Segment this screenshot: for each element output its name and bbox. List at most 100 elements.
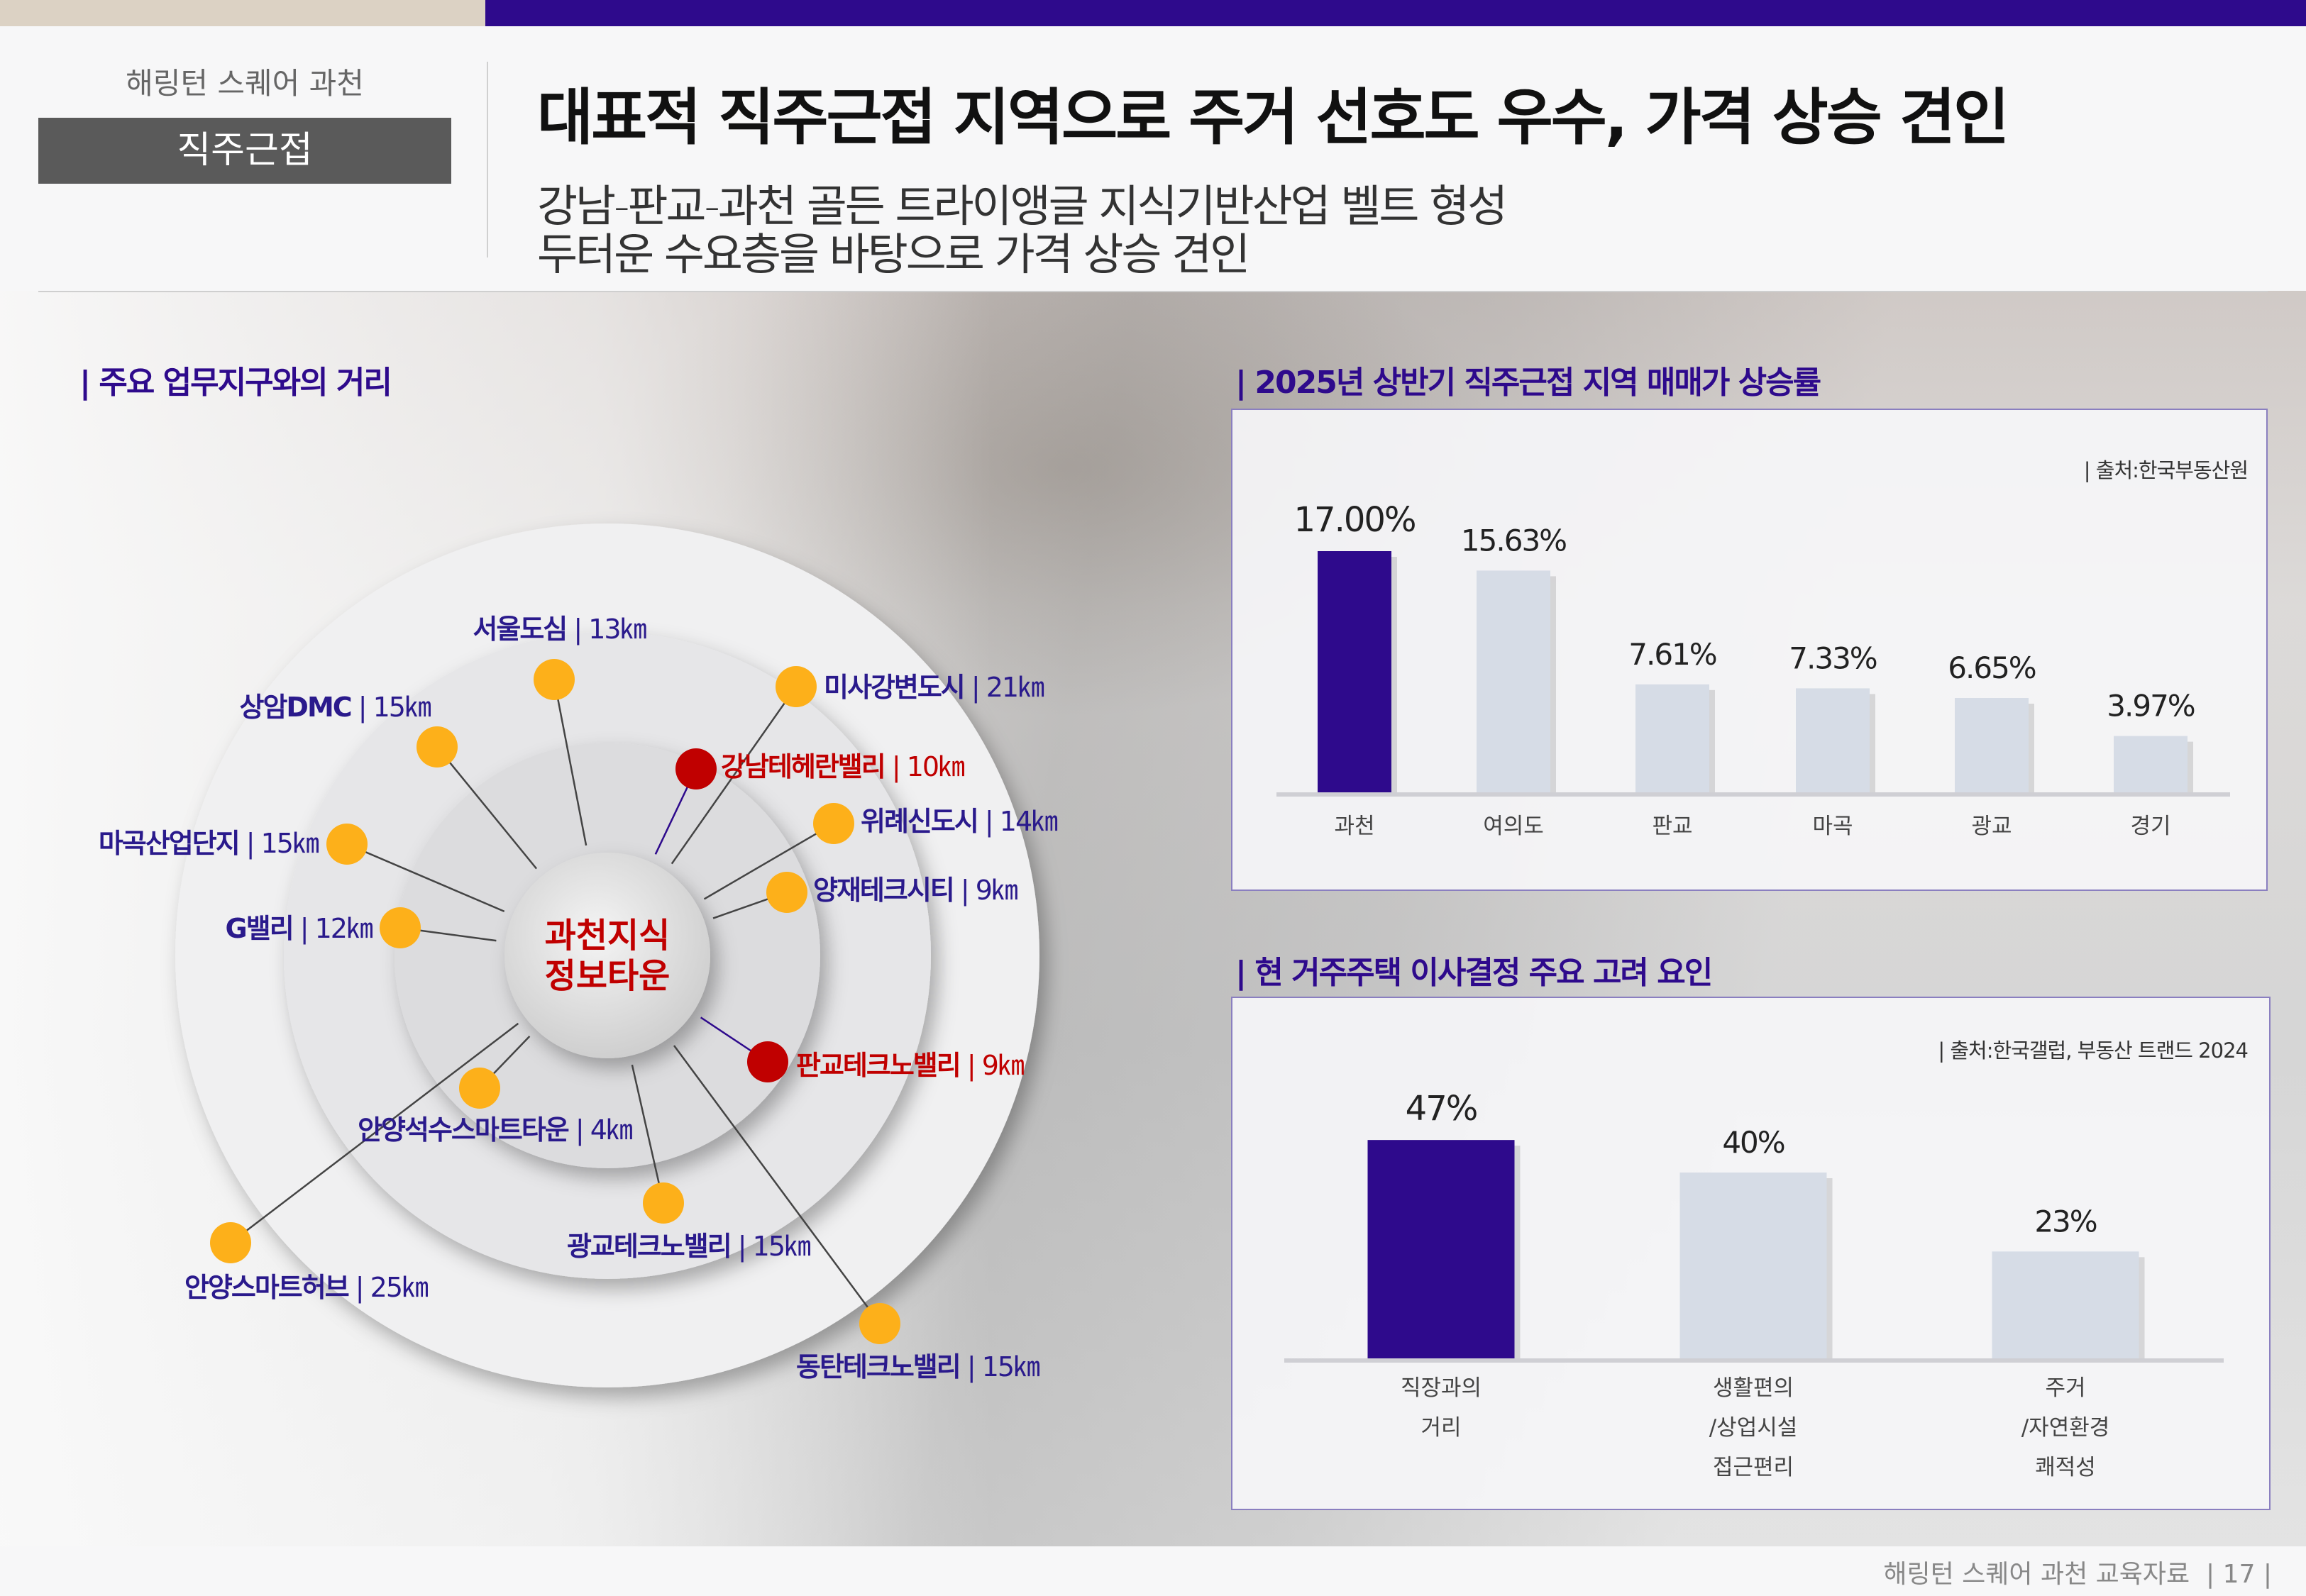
place-label: 안양스마트허브 | 25㎞ [184,1272,428,1304]
place-name: G밸리 [226,913,293,944]
chart1-title: | 2025년 상반기 직주근접 지역 매매가 상승률 [1235,365,1821,401]
location-dot [534,659,575,700]
center-label-1: 과천지식 [545,916,671,955]
chart2-source: | 출처:한국갤럽, 부동산 트랜드 2024 [1938,1038,2249,1063]
place-label: 서울도심 | 13㎞ [473,614,646,645]
category-tag: 직주근접 [38,118,451,184]
category-label: 쾌적성 [2035,1455,2096,1480]
place-distance: | 15㎞ [731,1231,810,1263]
bar [1679,1173,1827,1358]
center-label-2: 정보타운 [545,956,671,996]
place-label: 마곡산업단지 | 15㎞ [99,828,319,860]
location-dot [776,666,817,707]
chart2-title: | 현 거주주택 이사결정 주요 고려 요인 [1235,955,1713,991]
location-dot [766,872,807,913]
value-label: 23% [2034,1204,2096,1238]
connector-line [631,1064,665,1204]
place-name: 판교테크노밸리 [796,1050,960,1081]
bar [1955,698,2029,792]
place-distance: | 12㎞ [293,913,373,945]
place-label: 상암DMC | 15㎞ [240,692,431,724]
connector-line [671,686,798,865]
category-label: 경기 [2130,814,2170,839]
bar [1367,1140,1515,1358]
value-label: 7.33% [1789,641,1877,675]
brand-name: 해링턴 스퀘어 과천 [126,66,364,101]
place-label: 위례신도시 | 14㎞ [861,806,1057,838]
category-label: 주거 [2045,1375,2085,1401]
location-dot [380,907,421,948]
subtitle-line-2: 두터운 수요층을 바탕으로 가격 상승 견인 [537,228,1250,280]
diagram-section-title: | 주요 업무지구와의 거리 [79,365,392,401]
place-label: 강남테헤란밸리 | 10㎞ [721,751,964,783]
category-label: /자연환경 [2021,1415,2110,1441]
place-label: 미사강변도시 | 21㎞ [824,672,1044,704]
category-label: 생활편의 [1713,1375,1794,1401]
place-distance: | 15㎞ [239,828,319,860]
place-name: 동탄테크노밸리 [796,1351,960,1382]
category-label: /상업시설 [1709,1415,1798,1441]
place-name: 광교테크노밸리 [567,1231,731,1262]
place-distance: | 25㎞ [348,1272,428,1304]
place-distance: | 9㎞ [960,1050,1024,1082]
place-name: 안양스마트허브 [184,1272,349,1303]
connector-line [436,746,538,870]
value-label: 17.00% [1293,500,1415,540]
location-dot [459,1068,500,1109]
place-distance: | 4㎞ [568,1114,632,1146]
place-name: 안양석수스마트타운 [358,1114,569,1146]
place-label: 안양석수스마트타운 | 4㎞ [358,1114,632,1146]
connector-line [230,1022,519,1243]
location-dot [416,726,458,767]
bar [2114,736,2188,792]
category-label: 거리 [1420,1415,1461,1441]
footer: 해링턴 스퀘어 과천 교육자료 | 17 | [1883,1560,2272,1589]
page-title: 대표적 직주근접 지역으로 주거 선호도 우수, 가격 상승 견인 [537,82,2009,153]
value-label: 15.63% [1461,523,1566,558]
highlight-dot [675,748,717,789]
location-dot [813,803,854,844]
divider [487,62,488,257]
place-distance: | 14㎞ [978,806,1057,838]
place-distance: | 15㎞ [960,1351,1039,1383]
bar [1318,551,1391,792]
chart1-panel [1231,409,2268,891]
center-disk [504,853,710,1058]
location-dot [210,1222,251,1263]
place-name: 강남테헤란밸리 [721,751,885,782]
place-distance: | 13㎞ [566,614,646,645]
category-label: 마곡 [1812,814,1853,839]
connector-line [703,822,834,900]
location-dot [326,824,368,865]
place-name: 서울도심 [473,614,566,645]
highlight-dot [747,1041,788,1082]
place-name: 양재테크시티 [813,875,954,906]
top-bar-right [485,0,2306,26]
connector-line [553,679,587,846]
bar [1477,570,1550,792]
place-distance: | 21㎞ [964,672,1044,704]
category-label: 과천 [1334,814,1374,839]
header-divider [38,291,2268,292]
place-label: 광교테크노밸리 | 15㎞ [567,1231,810,1263]
location-dot [859,1303,900,1344]
place-distance: | 15㎞ [351,692,431,724]
place-name: 마곡산업단지 [99,828,239,859]
place-name: 위례신도시 [861,806,978,837]
top-bar-left [0,0,485,26]
value-label: 47% [1406,1089,1477,1129]
bar [1992,1251,2139,1358]
connector-line [346,843,505,913]
category-label: 여의도 [1483,814,1544,839]
place-distance: | 10㎞ [885,751,964,783]
footer-text: 해링턴 스퀘어 과천 교육자료 [1883,1560,2190,1589]
place-label: 판교테크노밸리 | 9㎞ [796,1050,1024,1082]
connector-line [673,1045,881,1324]
category-label: 판교 [1652,814,1692,839]
place-label: 양재테크시티 | 9㎞ [813,875,1017,907]
category-label: 광교 [1971,814,2012,839]
place-label: G밸리 | 12㎞ [226,913,373,945]
value-label: 40% [1722,1125,1784,1160]
